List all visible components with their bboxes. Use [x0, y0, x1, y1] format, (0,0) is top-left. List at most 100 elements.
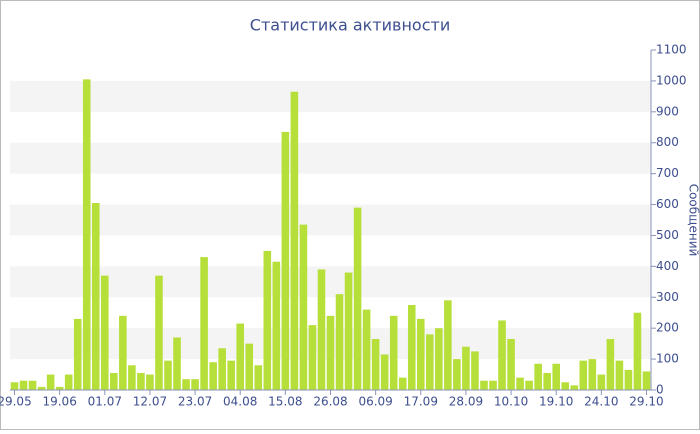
- grid-band: [10, 81, 651, 112]
- bar: [236, 324, 244, 390]
- bar: [507, 339, 515, 390]
- bar: [534, 364, 542, 390]
- bar: [390, 316, 398, 390]
- y-tick-label: 900: [656, 104, 679, 118]
- bar: [462, 347, 470, 390]
- x-tick-label: 29.05: [0, 395, 32, 409]
- bar: [282, 132, 290, 390]
- bar: [137, 373, 145, 390]
- bar: [426, 334, 434, 390]
- bar: [607, 339, 615, 390]
- bar: [20, 381, 28, 390]
- chart-title: Статистика активности: [250, 16, 450, 35]
- bar: [516, 378, 524, 390]
- bar: [218, 348, 226, 390]
- bar: [300, 225, 308, 390]
- x-tick-label: 15.08: [268, 395, 302, 409]
- y-tick-label: 0: [656, 383, 664, 397]
- x-tick-label: 19.06: [42, 395, 76, 409]
- grid-band: [10, 205, 651, 236]
- bar: [444, 300, 452, 390]
- bar: [227, 361, 235, 390]
- bar: [625, 370, 633, 390]
- bar: [146, 375, 154, 390]
- bar: [254, 365, 262, 390]
- bar: [489, 381, 497, 390]
- bar: [453, 359, 461, 390]
- bar: [209, 362, 217, 390]
- bar: [634, 313, 642, 390]
- bar: [435, 328, 443, 390]
- y-tick-label: 500: [656, 228, 679, 242]
- bar: [291, 92, 299, 390]
- y-tick-label: 400: [656, 259, 679, 273]
- bar: [309, 325, 317, 390]
- bar: [471, 351, 479, 390]
- bar: [155, 276, 163, 390]
- bar: [110, 373, 118, 390]
- bar: [381, 354, 389, 390]
- x-tick-label: 06.09: [358, 395, 392, 409]
- x-tick-label: 24.10: [584, 395, 618, 409]
- bar: [399, 378, 407, 390]
- grid-band: [10, 143, 651, 174]
- bar: [173, 337, 181, 390]
- bar: [327, 316, 335, 390]
- bar: [552, 364, 560, 390]
- bar: [372, 339, 380, 390]
- bar: [47, 375, 55, 390]
- bar: [245, 344, 253, 390]
- bar: [354, 208, 362, 390]
- bar: [65, 375, 73, 390]
- x-tick-label: 29.10: [629, 395, 663, 409]
- y-tick-label: 700: [656, 166, 679, 180]
- y-tick-label: 100: [656, 352, 679, 366]
- x-tick-label: 17.09: [404, 395, 438, 409]
- bar: [119, 316, 127, 390]
- bar: [570, 385, 578, 390]
- bar: [408, 305, 416, 390]
- bar: [498, 320, 506, 390]
- x-tick-label: 28.09: [449, 395, 483, 409]
- bar: [128, 365, 136, 390]
- bar: [525, 381, 533, 390]
- bar: [480, 381, 488, 390]
- x-tick-label: 10.10: [494, 395, 528, 409]
- bar: [616, 361, 624, 390]
- y-tick-label: 300: [656, 290, 679, 304]
- bar: [417, 319, 425, 390]
- bar: [579, 361, 587, 390]
- bar: [598, 375, 606, 390]
- bar: [29, 381, 37, 390]
- y-tick-label: 600: [656, 197, 679, 211]
- bar: [543, 373, 551, 390]
- y-tick-label: 200: [656, 321, 679, 335]
- y-tick-label: 800: [656, 135, 679, 149]
- x-tick-label: 26.08: [313, 395, 347, 409]
- bar: [589, 359, 597, 390]
- bar: [74, 319, 82, 390]
- bar: [11, 382, 19, 390]
- bar: [200, 257, 208, 390]
- y-axis-title: Сообщений: [687, 184, 700, 257]
- x-tick-label: 19.10: [539, 395, 573, 409]
- x-tick-label: 01.07: [88, 395, 122, 409]
- bar: [191, 379, 199, 390]
- bar: [643, 371, 651, 390]
- bar: [318, 269, 326, 390]
- x-tick-label: 23.07: [178, 395, 212, 409]
- x-tick-label: 04.08: [223, 395, 257, 409]
- bar: [264, 251, 272, 390]
- bar: [164, 361, 172, 390]
- bar: [182, 379, 190, 390]
- bar: [101, 276, 109, 390]
- bar: [336, 294, 344, 390]
- bar: [83, 79, 91, 390]
- bar: [345, 273, 353, 390]
- bar: [561, 382, 569, 390]
- y-tick-label: 1000: [656, 73, 687, 87]
- x-tick-label: 12.07: [133, 395, 167, 409]
- bar: [363, 310, 371, 390]
- bar: [273, 262, 281, 390]
